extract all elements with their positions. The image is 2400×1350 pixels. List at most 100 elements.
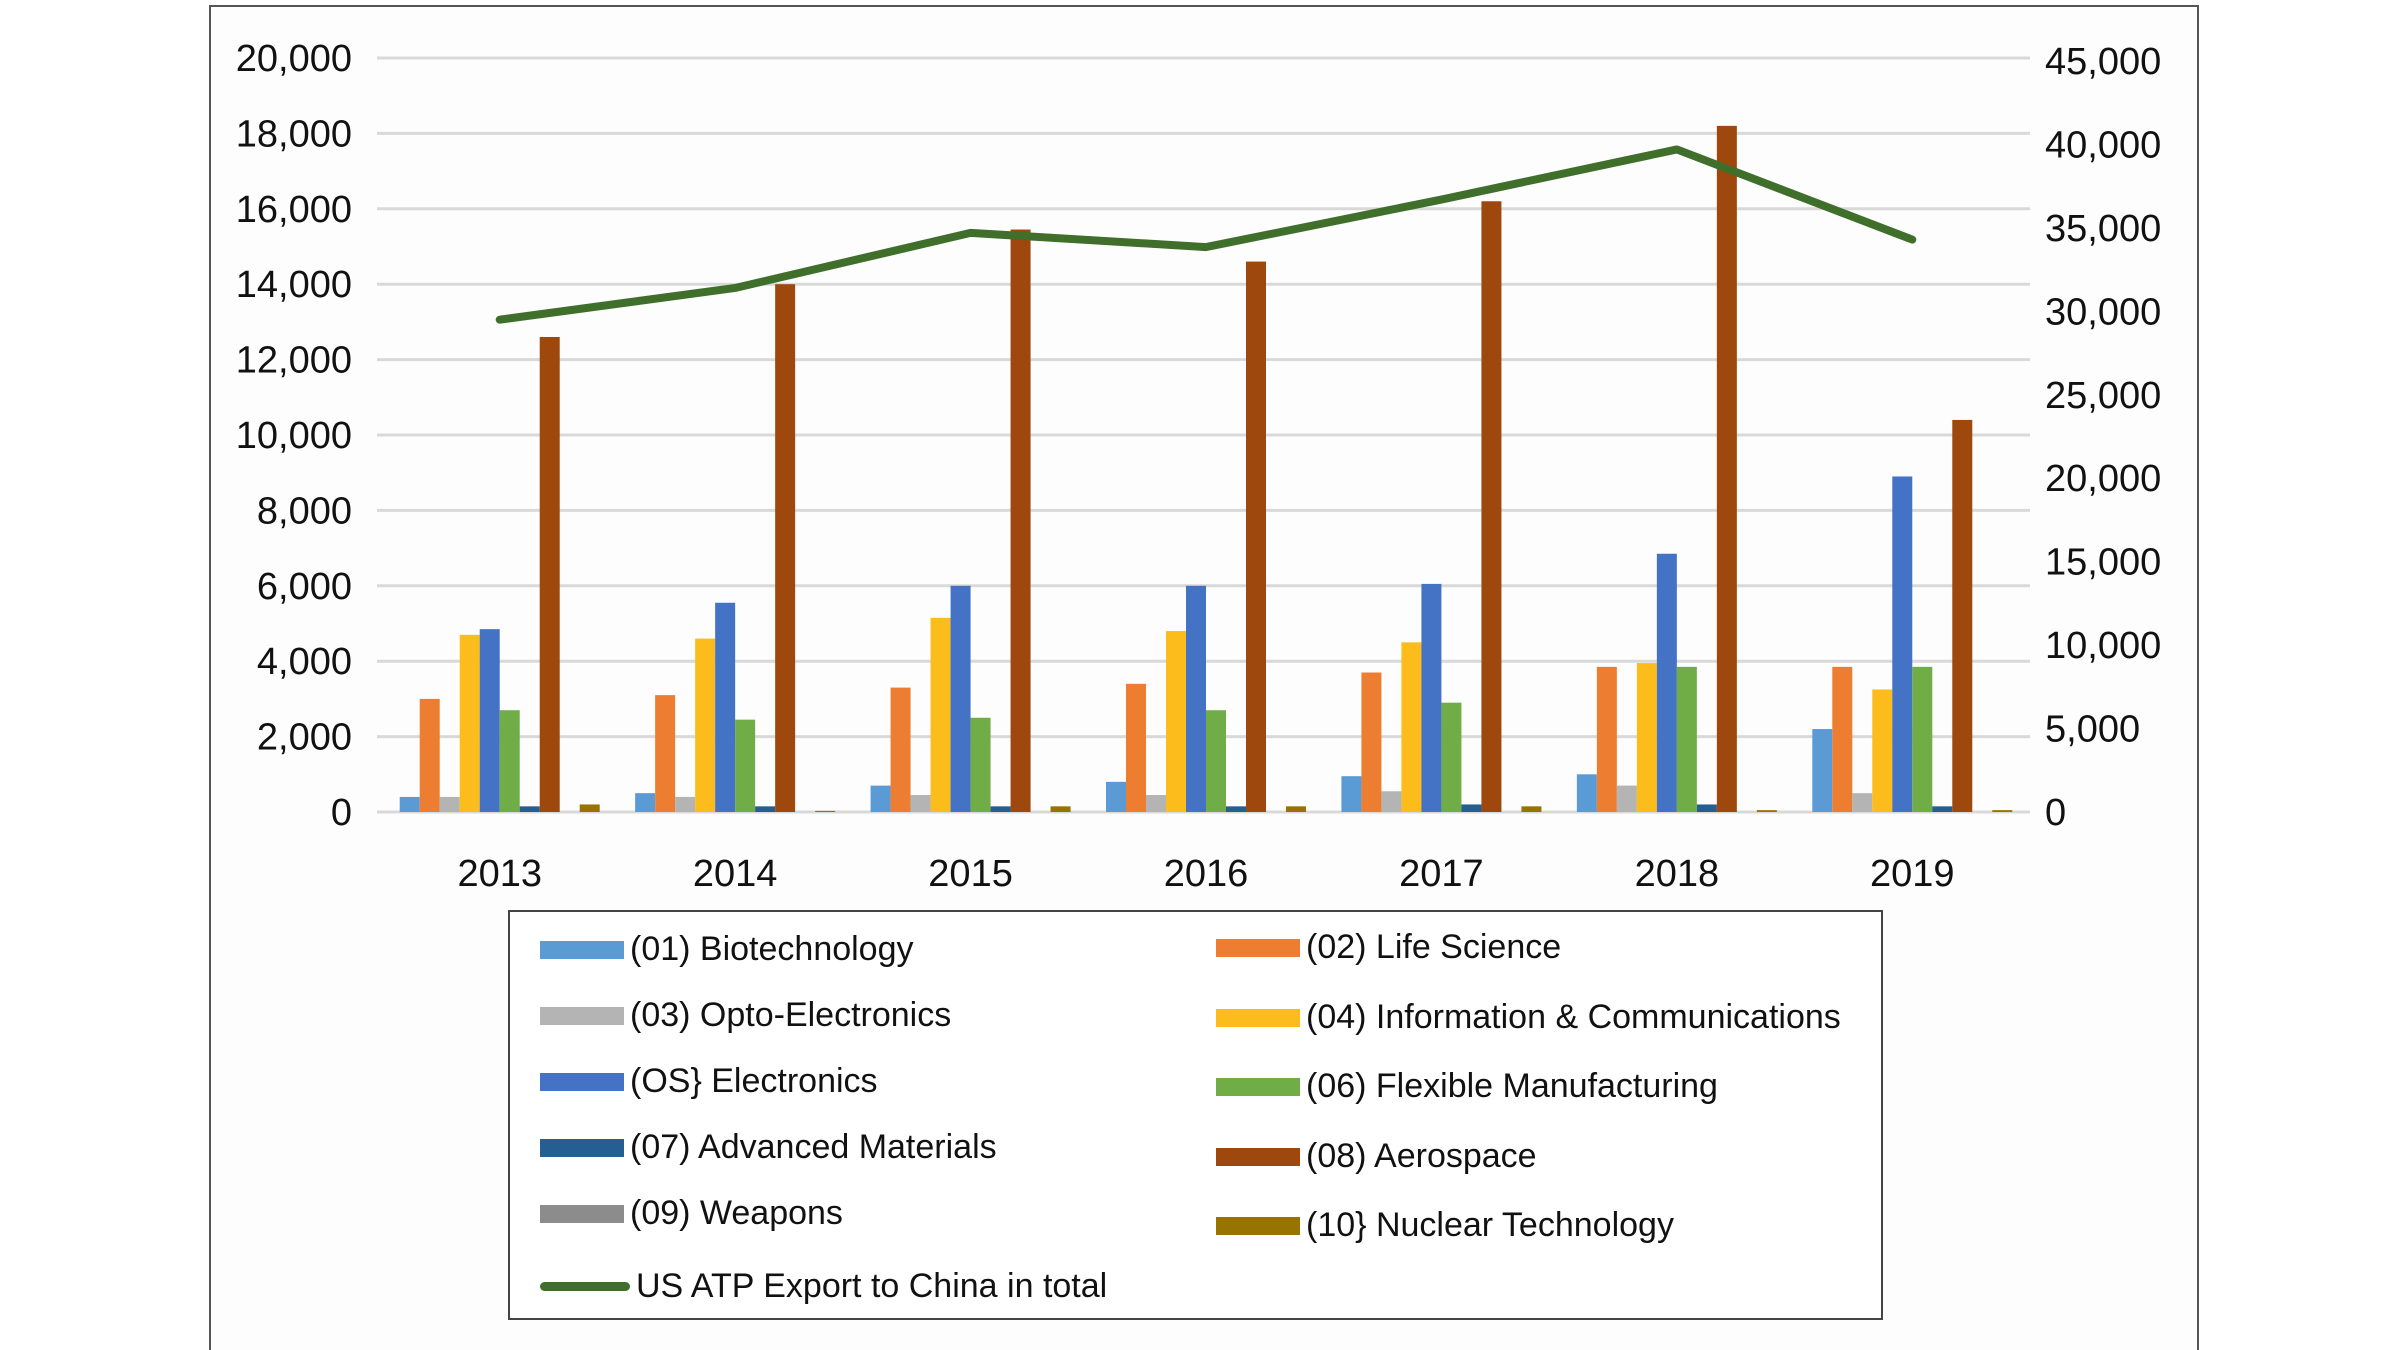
bar-03-opto-electronics [1146,795,1166,812]
x-tick-label: 2016 [1164,853,1249,895]
bar-os-electronics [1421,583,1442,812]
x-tick-label: 2015 [928,853,1013,895]
bar-10-nuclear-technology [1992,810,2013,812]
bar-06-flexible-manufacturing [1206,710,1226,812]
left-tick-label: 0 [331,792,352,834]
bar-08-aerospace [1716,125,1737,813]
legend: (01) Biotechnology (03) Opto-Electronics… [508,910,1883,1320]
bar-01-biotechnology [635,793,656,812]
bar-04-information-communications [1636,663,1657,812]
bar-04-information-communications [1401,642,1422,812]
legend-item-weapons: (09) Weapons [540,1194,843,1233]
right-tick-label: 5,000 [2045,709,2140,751]
legend-label: (01) Biotechnology [630,930,914,968]
legend-swatch [1216,1077,1300,1096]
legend-swatch [1216,1216,1300,1235]
legend-label: (10} Nuclear Technology [1306,1206,1674,1244]
legend-label: (07) Advanced Materials [630,1128,997,1166]
left-tick-label: 10,000 [236,415,352,457]
bar-02-life-science [890,687,911,812]
bar-03-opto-electronics [910,795,931,812]
bar-01-biotechnology [399,796,420,812]
legend-item-opto: (03) Opto-Electronics [540,996,951,1035]
bar-08-aerospace [1010,229,1031,812]
bar-07-advanced-materials [990,806,1011,812]
legend-item-total: US ATP Export to China in total [540,1267,1107,1306]
bar-os-electronics [715,602,736,812]
left-tick-label: 12,000 [236,340,352,382]
bar-06-flexible-manufacturing [1676,666,1697,812]
legend-label: (03) Opto-Electronics [630,996,952,1034]
bar-06-flexible-manufacturing [970,717,991,812]
bar-02-life-science [655,695,676,812]
bar-03-opto-electronics [1381,791,1402,812]
bar-01-biotechnology [1576,774,1597,812]
bar-06-flexible-manufacturing [1441,702,1462,812]
line-us-atp-export-total [495,145,1917,324]
bar-os-electronics [1186,585,1206,812]
legend-label: (02) Life Science [1306,928,1562,966]
right-tick-label: 15,000 [2045,542,2161,584]
right-tick-label: 25,000 [2045,375,2161,417]
legend-swatch [540,940,624,959]
bar-10-nuclear-technology [579,804,600,812]
bar-01-biotechnology [1812,729,1833,812]
legend-swatch [540,1006,624,1025]
legend-item-advanced-materials: (07) Advanced Materials [540,1128,997,1167]
legend-label: (06) Flexible Manufacturing [1306,1067,1718,1105]
bar-07-advanced-materials [1226,806,1246,812]
bar-03-opto-electronics [675,796,696,812]
bar-07-advanced-materials [1696,804,1717,812]
x-tick-label: 2014 [693,853,778,895]
bar-06-flexible-manufacturing [1912,666,1933,812]
legend-item-electronics: (OS} Electronics [540,1062,878,1101]
bar-os-electronics [1892,476,1913,812]
left-tick-label: 8,000 [257,490,352,532]
legend-label: (08) Aerospace [1306,1137,1537,1175]
bar-08-aerospace [1246,261,1266,813]
bar-02-life-science [1832,666,1853,812]
left-tick-label: 2,000 [257,717,352,759]
legend-label: (OS} Electronics [630,1062,878,1100]
right-tick-label: 40,000 [2045,124,2161,166]
bar-02-life-science [1361,672,1382,812]
bar-08-aerospace [1481,201,1502,812]
right-tick-label: 10,000 [2045,625,2161,667]
legend-item-aerospace: (08) Aerospace [1216,1137,1537,1176]
x-tick-label: 2019 [1870,853,1955,895]
left-tick-label: 18,000 [236,113,352,155]
left-tick-label: 20,000 [236,38,352,80]
bar-03-opto-electronics [1616,785,1637,812]
bar-10-nuclear-technology [1050,806,1071,812]
bar-04-information-communications [459,634,480,812]
bar-07-advanced-materials [755,806,776,812]
legend-swatch [540,1138,624,1157]
bar-07-advanced-materials [1932,806,1953,812]
legend-item-biotech: (01) Biotechnology [540,930,914,969]
legend-item-flexible-manufacturing: (06) Flexible Manufacturing [1216,1067,1718,1106]
x-tick-label: 2017 [1399,853,1484,895]
bar-os-electronics [479,629,500,812]
left-tick-label: 16,000 [236,189,352,231]
bar-03-opto-electronics [439,796,460,812]
bar-07-advanced-materials [519,806,540,812]
legend-item-ict: (04) Information & Communications [1216,998,1841,1037]
bar-06-flexible-manufacturing [499,710,520,812]
bar-os-electronics [950,585,971,812]
bar-10-nuclear-technology [815,810,836,812]
bar-02-life-science [419,698,440,812]
legend-swatch [1216,1008,1300,1027]
right-tick-label: 20,000 [2045,458,2161,500]
bar-01-biotechnology [1341,776,1362,812]
bar-01-biotechnology [1106,781,1126,812]
bar-08-aerospace [539,336,560,812]
right-tick-label: 30,000 [2045,291,2161,333]
bar-08-aerospace [1952,419,1973,812]
bar-10-nuclear-technology [1756,810,1777,812]
bar-02-life-science [1126,683,1146,812]
bar-10-nuclear-technology [1521,806,1542,812]
legend-label: (09) Weapons [630,1194,843,1232]
x-tick-label: 2013 [457,853,542,895]
bar-06-flexible-manufacturing [735,719,756,812]
